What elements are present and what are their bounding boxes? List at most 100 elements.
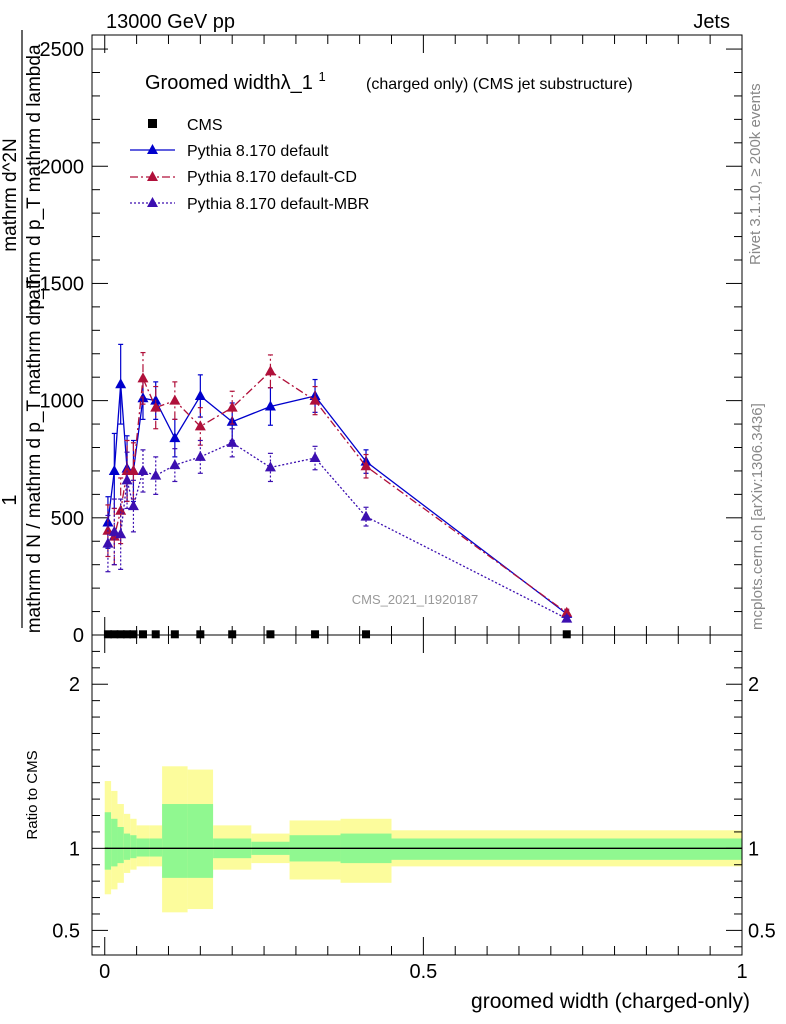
data-point — [169, 394, 181, 405]
ylabel-denominator-bottom: mathrm d p_T mathrm d lambda — [24, 44, 45, 315]
legend-marker-mbr — [147, 197, 158, 207]
x-tick-label: 1 — [736, 961, 747, 983]
stat-band — [162, 804, 188, 878]
data-point — [102, 537, 114, 548]
data-point — [194, 450, 206, 461]
data-point — [150, 394, 162, 405]
cms-data-point — [123, 630, 132, 639]
series-line — [107, 370, 568, 614]
stat-band — [136, 838, 150, 857]
x-tick-label: 0.5 — [409, 961, 437, 983]
chart-subtitle: (charged only) (CMS jet substructure) — [366, 76, 633, 93]
chart-title-sup: 1 — [318, 69, 325, 84]
x-axis-label: groomed width (charged-only) — [471, 990, 750, 1013]
cms-data-point — [362, 630, 371, 639]
ratio-y-axis-label: Ratio to CMS — [24, 750, 41, 839]
stat-band — [130, 835, 137, 859]
ylabel-numerator-bottom: mathrm d N / mathrm d p_T mathrm d p_T — [24, 276, 45, 633]
main-y-axis-label: 1 mathrm d N / mathrm d p_T mathrm d p_T… — [0, 30, 45, 633]
cms-data-point — [138, 630, 147, 639]
legend: CMS Pythia 8.170 default Pythia 8.170 de… — [130, 117, 369, 213]
stat-band — [111, 818, 118, 867]
cms-data-point — [266, 630, 275, 639]
main-plot-panel: 0 500 1000 1500 2000 2500 Groomed widthλ_1 1 … — [0, 30, 743, 647]
data-point — [150, 469, 162, 480]
main-y-tick-label: 2500 — [40, 39, 85, 61]
cms-data-point — [151, 630, 160, 639]
data-point — [264, 400, 276, 411]
stat-band — [117, 827, 124, 864]
rivet-label: Rivet 3.1.10, ≥ 200k events — [747, 83, 764, 265]
data-point — [309, 394, 321, 405]
cms-data-point — [311, 630, 320, 639]
ratio-plot-panel: 0.512 0.512 0 0.5 1 Ratio to CMS groomed w… — [24, 634, 776, 1013]
main-y-tick-label: 0 — [73, 625, 84, 647]
data-point — [115, 378, 127, 389]
data-point — [115, 528, 127, 539]
data-point — [360, 460, 372, 471]
data-point — [309, 452, 321, 463]
cms-data-point — [116, 630, 125, 639]
data-point — [194, 420, 206, 431]
legend-marker-cms — [148, 119, 157, 128]
stat-band — [187, 804, 214, 878]
data-point — [226, 436, 238, 447]
legend-label-cms: CMS — [187, 117, 223, 134]
cms-data-point — [228, 630, 237, 639]
ratio-y-tick-labels-left: 0.5 1 2 — [52, 674, 80, 942]
legend-label-default: Pythia 8.170 default — [187, 143, 329, 160]
main-y-tick-label: 1500 — [40, 273, 85, 295]
data-point — [108, 525, 120, 536]
cms-data-point — [196, 630, 205, 639]
ratio-y-tick-label: 1 — [69, 838, 80, 860]
cms-data-point — [562, 630, 571, 639]
main-y-tick-labels: 0 500 1000 1500 2000 2500 — [40, 39, 85, 647]
chart-title-main: Groomed widthλ_1 — [145, 72, 313, 94]
data-point — [561, 612, 573, 623]
main-y-tick-label: 2000 — [40, 156, 85, 178]
ratio-y-tick-label-right: 0.5 — [748, 920, 776, 942]
data-point — [169, 432, 181, 443]
stat-band — [104, 812, 112, 870]
main-axis-ticks — [92, 35, 743, 636]
ratio-bands-layer — [104, 766, 742, 913]
ratio-y-tick-label-right: 2 — [748, 674, 759, 696]
x-tick-label: 0 — [99, 961, 110, 983]
data-point — [115, 504, 127, 515]
data-point — [121, 474, 133, 485]
data-point — [169, 459, 181, 470]
ratio-x-tick-labels: 0 0.5 1 — [99, 961, 747, 983]
main-y-tick-label: 500 — [51, 508, 84, 530]
data-point — [108, 464, 120, 475]
chart-title: Groomed widthλ_1 1 — [145, 69, 326, 94]
ratio-y-tick-label: 0.5 — [52, 920, 80, 942]
cms-data-point — [103, 630, 112, 639]
series-cms — [103, 630, 571, 639]
ratio-frame — [91, 634, 743, 956]
data-point — [561, 606, 573, 617]
cms-data-point — [110, 630, 119, 639]
main-series-layer — [102, 343, 573, 639]
analysis-watermark: CMS_2021_I1920187 — [352, 592, 479, 607]
data-point — [102, 524, 114, 535]
legend-marker-default — [147, 144, 158, 154]
data-point — [127, 464, 139, 475]
data-point — [226, 401, 238, 412]
data-point — [127, 500, 139, 511]
data-point — [194, 389, 206, 400]
stat-band — [149, 838, 163, 857]
data-point — [137, 464, 149, 475]
ratio-y-tick-label-right: 1 — [748, 838, 759, 860]
legend-label-mbr: Pythia 8.170 default-MBR — [187, 196, 369, 213]
data-point — [264, 365, 276, 376]
ratio-y-tick-labels-right: 0.5 1 2 — [748, 674, 776, 942]
stat-band — [391, 838, 742, 860]
header-energy: 13000 GeV pp — [106, 11, 235, 33]
data-point — [360, 510, 372, 521]
data-point — [137, 372, 149, 383]
stat-band — [123, 833, 131, 860]
data-point — [264, 461, 276, 472]
data-point — [150, 401, 162, 412]
cms-data-point — [129, 630, 138, 639]
